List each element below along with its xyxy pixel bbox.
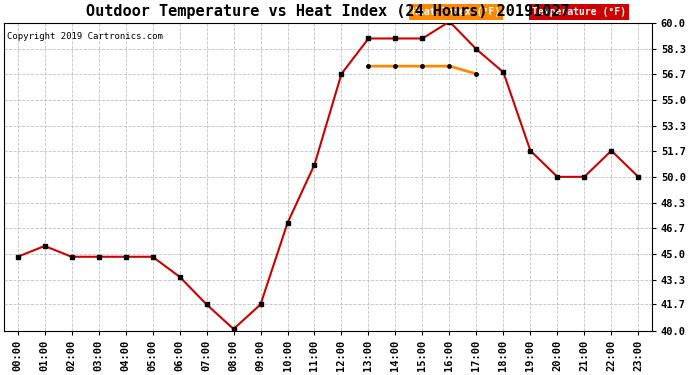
Title: Outdoor Temperature vs Heat Index (24 Hours) 20191027: Outdoor Temperature vs Heat Index (24 Ho… [86,4,570,19]
Text: Copyright 2019 Cartronics.com: Copyright 2019 Cartronics.com [7,32,163,41]
Text: Temperature (°F): Temperature (°F) [532,8,626,17]
Text: Heat Index (°F): Heat Index (°F) [412,8,500,17]
